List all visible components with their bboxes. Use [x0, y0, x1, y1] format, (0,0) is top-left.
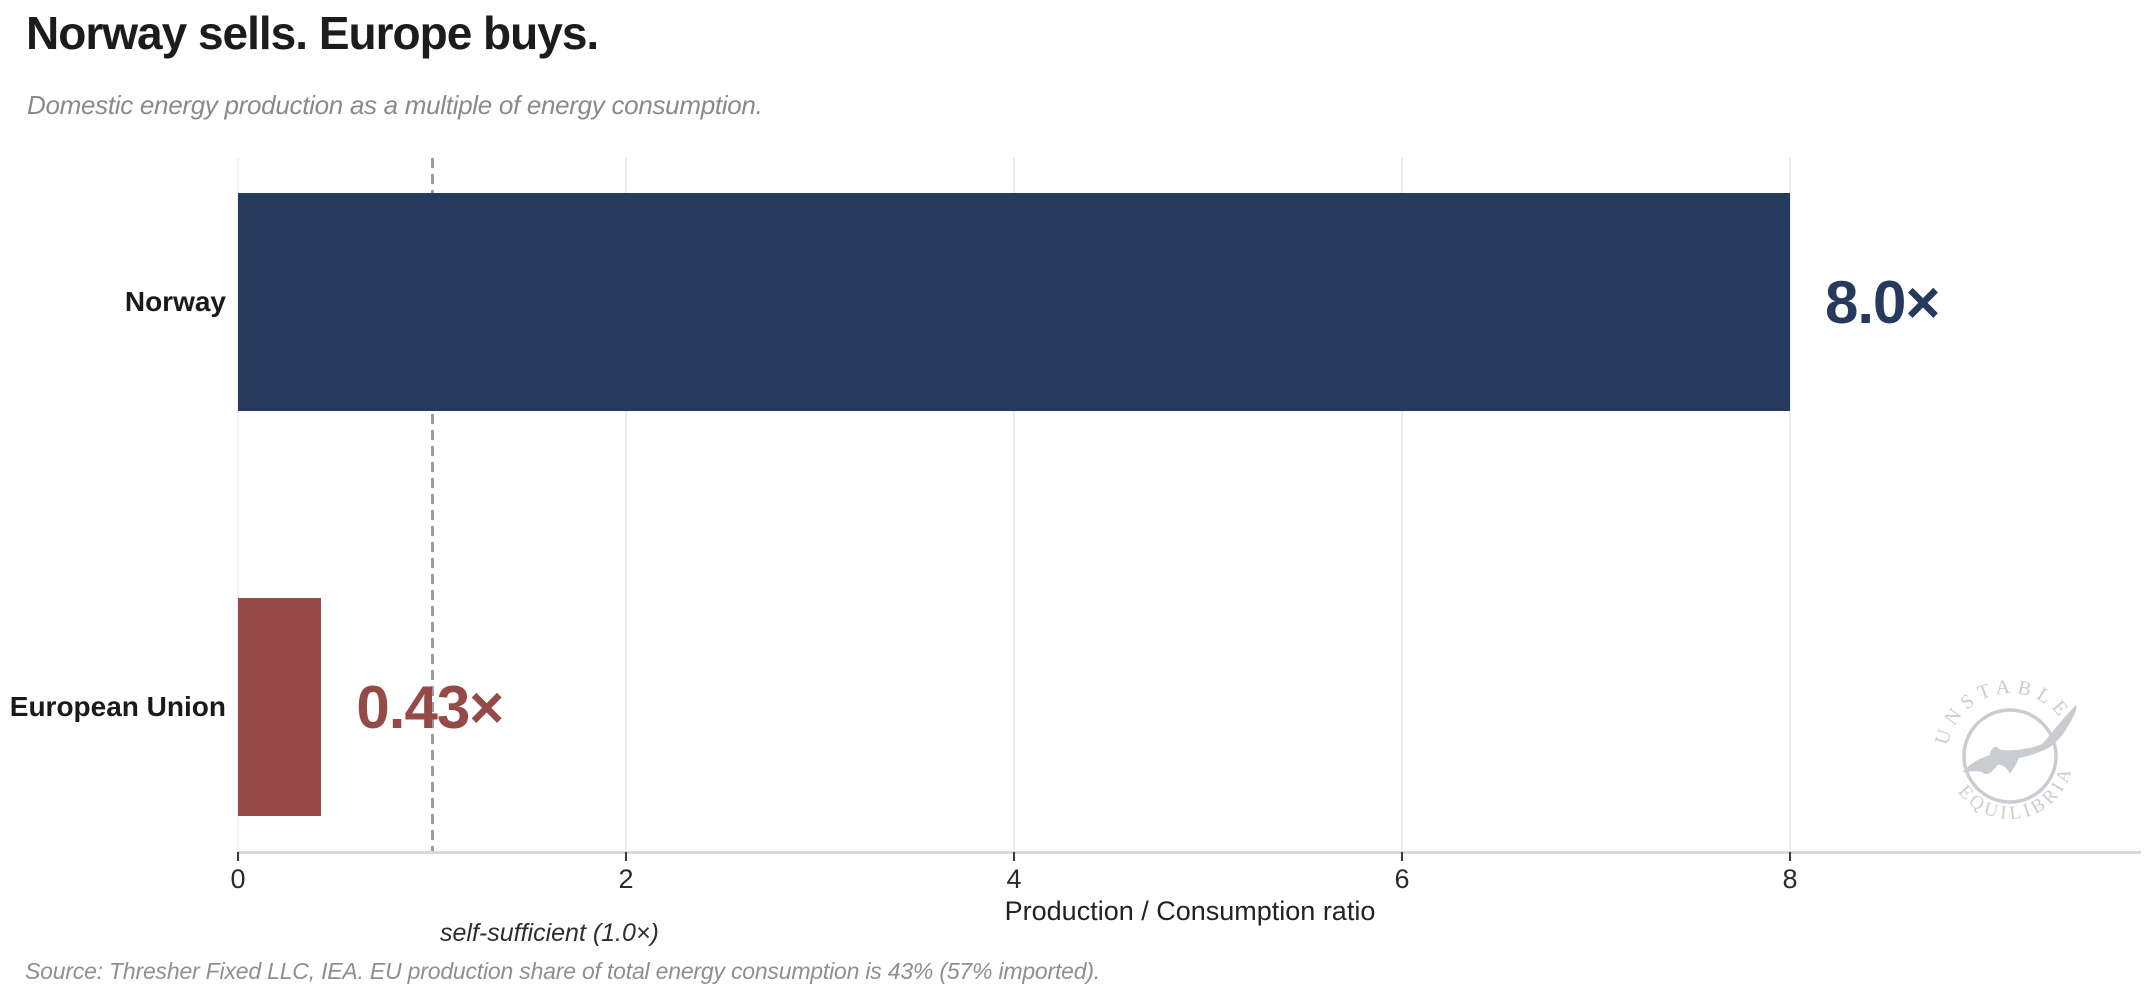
self-sufficiency-annotation: self-sufficient (1.0×)	[440, 919, 659, 947]
value-label-european-union: 0.43×	[356, 673, 504, 741]
watermark-circle	[1962, 708, 2058, 804]
tick-label-4: 4	[1006, 864, 1022, 894]
category-label-norway: Norway	[124, 286, 226, 317]
gridline-x-0	[237, 158, 239, 852]
tick-mark-6	[1401, 852, 1403, 861]
tick-mark-2	[625, 852, 627, 861]
x-axis-line	[238, 851, 2141, 854]
x-axis-title: Production / Consumption ratio	[1004, 896, 1376, 926]
gridline-x-8	[1789, 158, 1791, 852]
plot-area: 8.0× 0.43×	[237, 158, 2141, 852]
thresher-shark-icon	[1962, 705, 2077, 775]
unstable-equilibria-watermark: UNSTABLE EQUILIBRIA	[1922, 676, 2086, 836]
gridline-x-6	[1401, 158, 1403, 852]
bar-norway	[238, 193, 1790, 411]
bar-european-union	[238, 598, 322, 816]
tick-label-6: 6	[1394, 864, 1410, 894]
chart-subtitle: Domestic energy production as a multiple…	[27, 90, 763, 120]
source-note: Source: Thresher Fixed LLC, IEA. EU prod…	[25, 958, 1100, 984]
tick-label-8: 8	[1782, 864, 1798, 894]
tick-mark-0	[237, 852, 239, 861]
chart-title: Norway sells. Europe buys.	[26, 7, 599, 59]
tick-label-0: 0	[230, 864, 246, 894]
tick-label-2: 2	[618, 864, 634, 894]
gridline-x-4	[1013, 158, 1015, 852]
category-label-european-union: European Union	[9, 691, 226, 722]
gridline-x-2	[625, 158, 627, 852]
tick-mark-4	[1013, 852, 1015, 861]
tick-mark-8	[1789, 852, 1791, 861]
self-sufficiency-reference-line	[431, 158, 434, 852]
value-label-norway: 8.0×	[1825, 268, 1940, 336]
